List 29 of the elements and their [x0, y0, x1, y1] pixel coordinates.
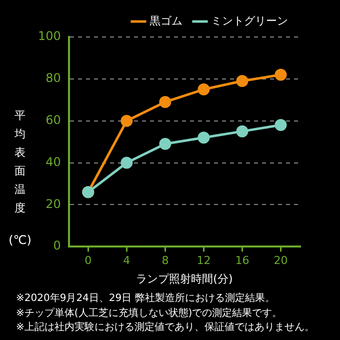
x-tick-label: 8 [162, 254, 169, 268]
legend-label: 黒ゴム [150, 14, 182, 28]
x-tick-label: 12 [196, 254, 211, 268]
point [198, 132, 210, 144]
y-tick-label: 80 [46, 71, 61, 86]
point [120, 114, 133, 127]
x-tick-label: 0 [84, 254, 92, 268]
text: ※上記は社内実験における測定値であり、保証値ではありません。 [16, 321, 314, 335]
y-tick-label: 40 [46, 154, 61, 169]
x-tick-label: 20 [274, 254, 288, 268]
point [159, 138, 172, 150]
point [236, 75, 248, 88]
point [274, 68, 287, 81]
text: ※2020年9月24日、29日 弊社製造所における測定結果。 [16, 292, 276, 306]
y-tick-label: 100 [38, 29, 61, 44]
x-tick-label: 16 [235, 254, 250, 268]
text: 平均表面温度(℃) [8, 108, 32, 248]
point [274, 119, 287, 132]
x-tick-label: 4 [123, 254, 130, 268]
y-tick-label: 60 [46, 112, 61, 127]
point [159, 96, 172, 108]
point [236, 125, 248, 138]
point [120, 156, 133, 169]
y-tick-label: 20 [46, 196, 61, 211]
y-tick-label: 0 [53, 238, 61, 253]
text: ※チップ単体(人工芝に充填しない状態)での測定結果です。 [16, 306, 284, 320]
legend-label: ミントグリーン [211, 14, 288, 28]
point [198, 83, 210, 96]
x-axis-title: ランプ照射時間(分) [136, 272, 233, 286]
